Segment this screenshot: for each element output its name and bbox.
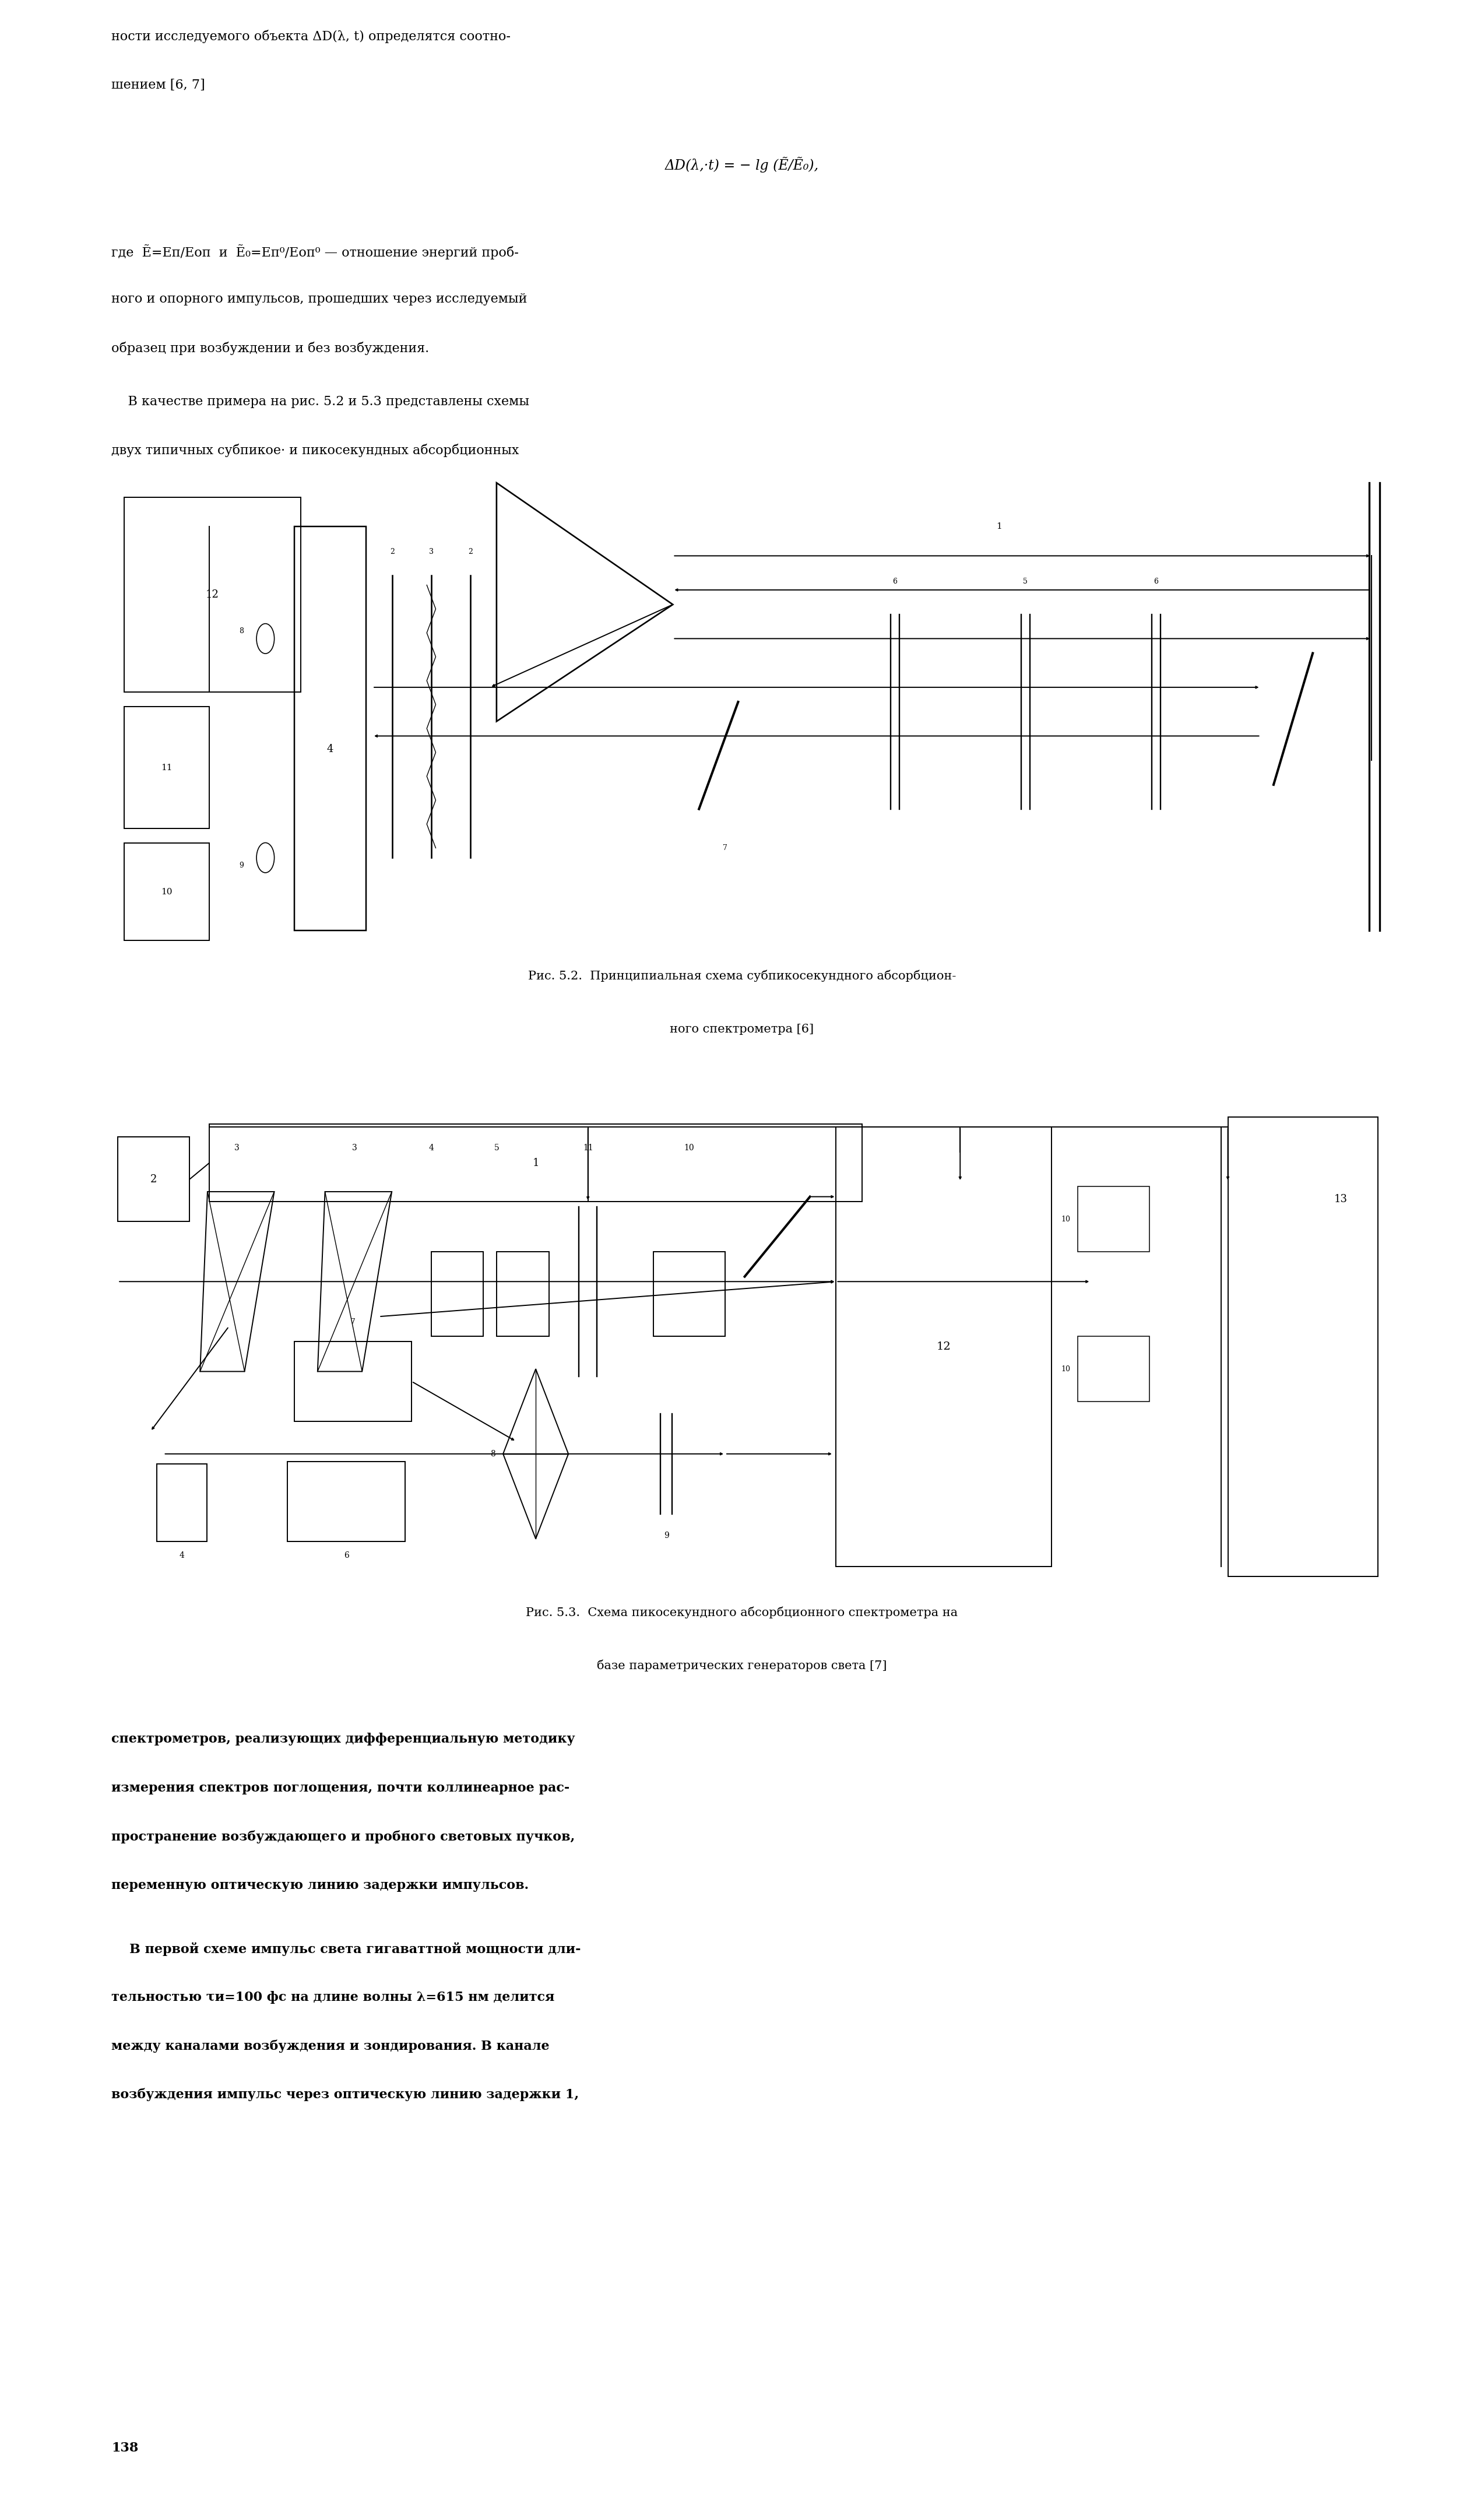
Text: 1: 1 — [533, 1159, 539, 1169]
Bar — [653, 1251, 726, 1336]
Bar — [117, 1136, 190, 1221]
Text: 11: 11 — [162, 764, 172, 772]
Text: ности исследуемого объекта ΔD(λ, t) определятся соотно-: ности исследуемого объекта ΔD(λ, t) опре… — [111, 30, 510, 42]
Text: 10: 10 — [1061, 1366, 1070, 1373]
Text: базе параметрических генераторов света [7]: базе параметрических генераторов света [… — [597, 1661, 887, 1670]
Bar — [1077, 1336, 1150, 1401]
Text: где  Ẽ=Eп/Eоп  и  Ẽ₀=Eп⁰/Eоп⁰ — отношение энергий проб-: где Ẽ=Eп/Eоп и Ẽ₀=Eп⁰/Eоп⁰ — отношение э… — [111, 245, 518, 260]
Text: Рис. 5.2.  Принципиальная схема субпикосекундного абсорбцион-: Рис. 5.2. Принципиальная схема субпикосе… — [528, 969, 956, 981]
Text: 2: 2 — [150, 1174, 157, 1184]
Text: 12: 12 — [206, 589, 220, 599]
Text: 9: 9 — [239, 861, 243, 869]
Bar — [288, 1461, 405, 1541]
Text: В первой схеме импульс света гигаваттной мощности дли-: В первой схеме импульс света гигаваттной… — [111, 1943, 580, 1955]
Bar — [157, 1463, 206, 1541]
Text: тельностью τи=100 фс на длине волны λ=615 нм делится: тельностью τи=100 фс на длине волны λ=61… — [111, 1990, 555, 2003]
Text: 4: 4 — [180, 1551, 184, 1561]
Text: между каналами возбуждения и зондирования. В канале: между каналами возбуждения и зондировани… — [111, 2040, 549, 2053]
Text: ΔD(λ,·t) = − lg (Ẽ/Ẽ₀),: ΔD(λ,·t) = − lg (Ẽ/Ẽ₀), — [665, 157, 819, 172]
Text: Рис. 5.3.  Схема пикосекундного абсорбционного спектрометра на: Рис. 5.3. Схема пикосекундного абсорбцио… — [525, 1606, 959, 1618]
Text: спектрометров, реализующих дифференциальную методику: спектрометров, реализующих дифференциаль… — [111, 1733, 576, 1745]
Text: 2: 2 — [390, 549, 395, 557]
Text: 6: 6 — [892, 577, 898, 584]
Text: 3: 3 — [234, 1144, 240, 1151]
Text: В качестве примера на рис. 5.2 и 5.3 представлены схемы: В качестве примера на рис. 5.2 и 5.3 пре… — [111, 395, 530, 407]
Text: 2: 2 — [467, 549, 473, 557]
Text: переменную оптическую линию задержки импульсов.: переменную оптическую линию задержки имп… — [111, 1878, 528, 1893]
Text: ного спектрометра [6]: ного спектрометра [6] — [669, 1024, 815, 1034]
Text: 7: 7 — [350, 1318, 356, 1326]
Text: 3: 3 — [352, 1144, 358, 1151]
Text: двух типичных субпикое· и пикосекундных абсорбционных: двух типичных субпикое· и пикосекундных … — [111, 444, 519, 457]
Text: 7: 7 — [723, 844, 727, 851]
Bar — [1227, 1116, 1379, 1576]
Text: 13: 13 — [1334, 1194, 1347, 1204]
Text: возбуждения импульс через оптическую линию задержки 1,: возбуждения импульс через оптическую лин… — [111, 2087, 579, 2102]
Text: 6: 6 — [1153, 577, 1159, 584]
Bar — [294, 527, 367, 931]
Text: 4: 4 — [429, 1144, 433, 1151]
Text: 3: 3 — [429, 549, 433, 557]
Bar — [1077, 1186, 1150, 1251]
Text: измерения спектров поглощения, почти коллинеарное рас-: измерения спектров поглощения, почти кол… — [111, 1780, 570, 1795]
Bar — [497, 1251, 549, 1336]
Text: 11: 11 — [583, 1144, 594, 1151]
Text: шением [6, 7]: шением [6, 7] — [111, 77, 205, 92]
Text: 10: 10 — [1061, 1216, 1070, 1224]
Text: образец при возбуждении и без возбуждения.: образец при возбуждении и без возбуждени… — [111, 342, 429, 355]
Text: 4: 4 — [326, 744, 334, 754]
Text: 12: 12 — [936, 1341, 951, 1351]
Bar — [835, 1126, 1052, 1566]
Bar — [125, 497, 301, 692]
Text: 5: 5 — [494, 1144, 499, 1151]
Text: 8: 8 — [491, 1451, 496, 1458]
Bar — [125, 844, 209, 941]
Text: 138: 138 — [111, 2442, 138, 2455]
Text: 5: 5 — [1022, 577, 1028, 584]
Bar — [432, 1251, 484, 1336]
Text: 8: 8 — [239, 627, 243, 634]
Text: пространение возбуждающего и пробного световых пучков,: пространение возбуждающего и пробного св… — [111, 1830, 574, 1843]
Bar — [294, 1341, 411, 1421]
Text: 1: 1 — [996, 522, 1002, 532]
Text: 9: 9 — [663, 1531, 669, 1541]
Bar — [209, 1124, 862, 1201]
Text: 10: 10 — [684, 1144, 695, 1151]
Text: ного и опорного импульсов, прошедших через исследуемый: ного и опорного импульсов, прошедших чер… — [111, 292, 527, 305]
Text: 6: 6 — [344, 1551, 349, 1561]
Text: 10: 10 — [162, 889, 172, 896]
Bar — [125, 707, 209, 829]
